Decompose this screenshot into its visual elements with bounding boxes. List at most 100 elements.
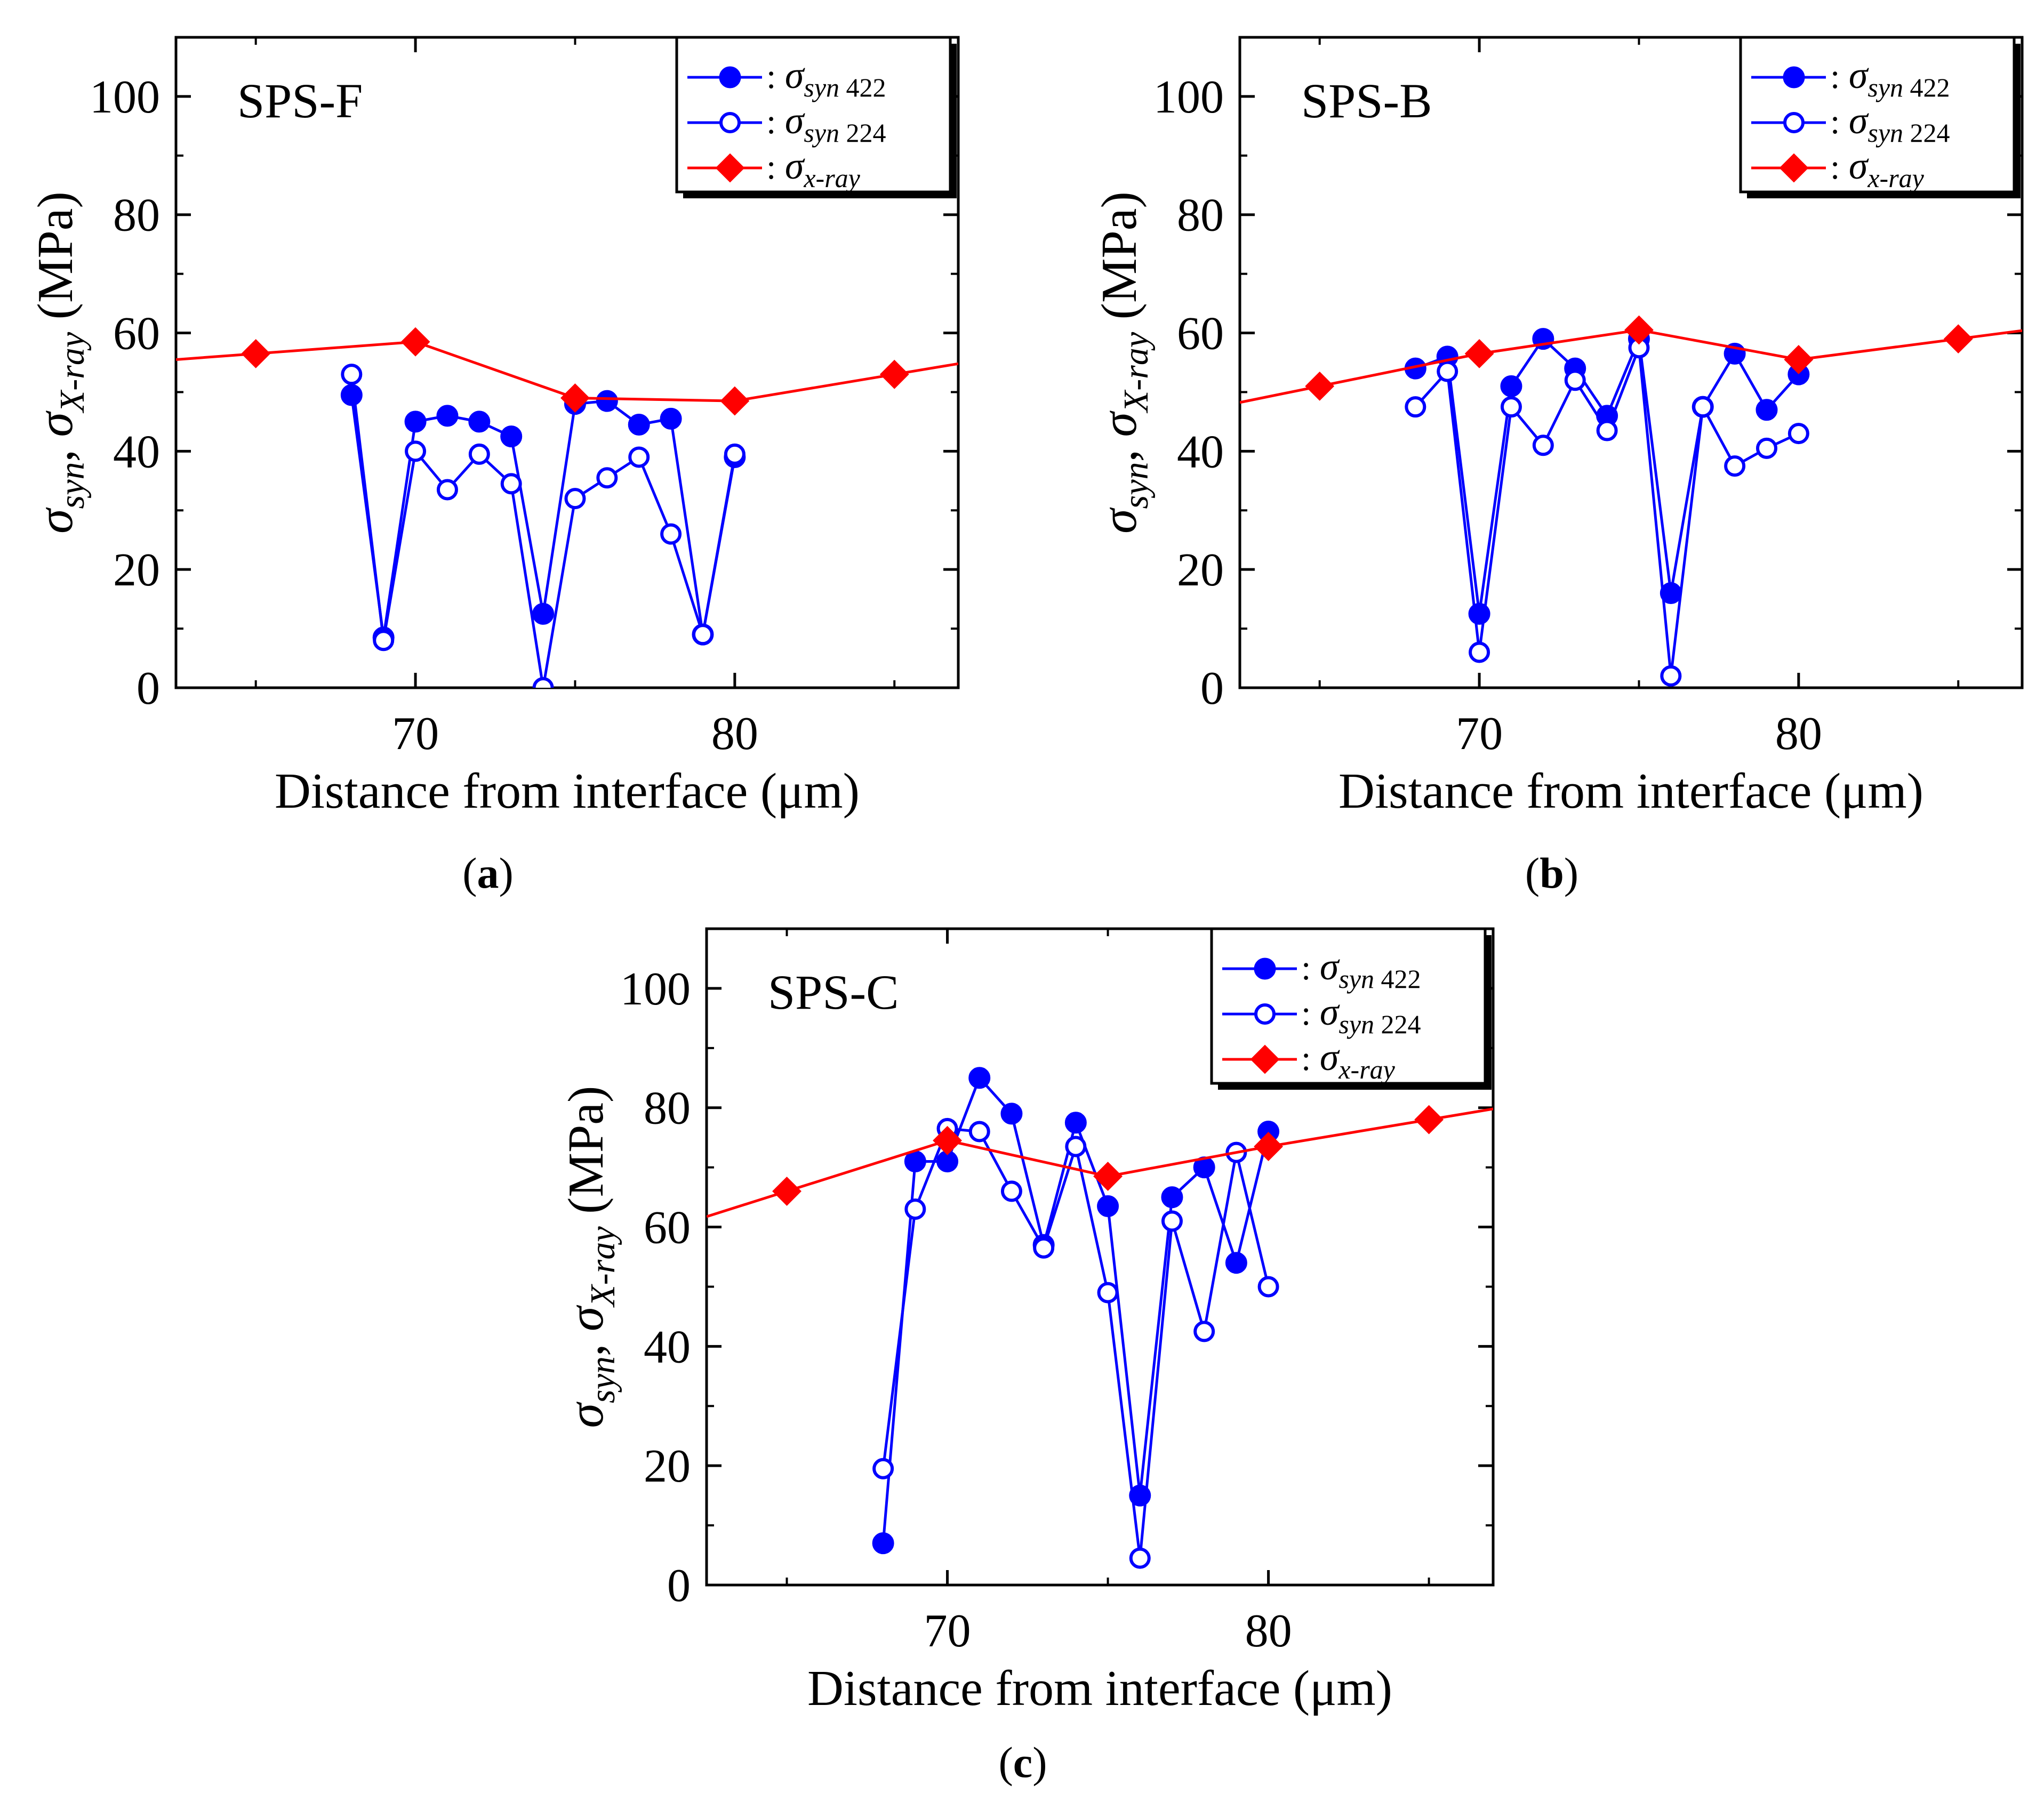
x-tick-label: 70 [392, 708, 439, 760]
data-point [340, 384, 363, 406]
series-syn422-line [350, 395, 736, 638]
data-point [1257, 1276, 1279, 1298]
data-point [1405, 396, 1426, 418]
legend: : σsyn 422: σsyn 224: σx-ray [675, 36, 957, 198]
y-tick-label: 40 [113, 426, 160, 478]
y-tick-label: 60 [113, 308, 160, 360]
data-point [1000, 1103, 1023, 1125]
legend-label: : σx-ray [1830, 144, 1925, 193]
data-point [1305, 371, 1335, 401]
data-point [436, 479, 458, 501]
plot-area [1240, 315, 2022, 687]
data-point [468, 443, 490, 465]
data-point [660, 523, 682, 545]
data-point [1943, 324, 1973, 354]
data-point [628, 446, 650, 468]
data-point [596, 390, 618, 412]
legend-label: : σsyn 224 [1301, 991, 1421, 1039]
data-point [500, 473, 522, 495]
data-point [532, 602, 555, 625]
data-point [1161, 1186, 1183, 1209]
legend-label: : σx-ray [766, 144, 861, 193]
data-point [1692, 396, 1714, 418]
panel-label: (b) [1525, 849, 1578, 897]
series-xray [707, 1105, 1493, 1218]
y-tick-label: 80 [644, 1083, 691, 1135]
data-point [1788, 423, 1809, 445]
data-point [1724, 455, 1746, 477]
data-point [872, 1458, 894, 1479]
data-point [1193, 1321, 1215, 1342]
legend-marker [1254, 1003, 1276, 1025]
y-tick-label: 20 [644, 1441, 691, 1492]
data-point [1437, 360, 1458, 382]
data-point [405, 440, 427, 462]
plot-area [707, 1067, 1493, 1569]
data-point [1097, 1195, 1119, 1217]
data-point [596, 467, 618, 489]
y-tick-label: 80 [113, 190, 160, 242]
data-point [720, 386, 750, 416]
data-point [1129, 1547, 1151, 1569]
data-point [904, 1198, 926, 1220]
legend-label: : σx-ray [1301, 1036, 1396, 1084]
y-tick-label: 60 [644, 1202, 691, 1254]
y-tick-label: 40 [644, 1321, 691, 1373]
legend-label: : σsyn 224 [766, 99, 886, 148]
data-point [1033, 1237, 1055, 1259]
data-point [564, 488, 586, 510]
data-point [724, 443, 746, 465]
data-point [468, 411, 491, 433]
y-tick-label: 20 [1177, 544, 1224, 596]
data-point [1469, 641, 1490, 663]
y-tick-label: 100 [1153, 71, 1224, 123]
data-point [1500, 396, 1522, 418]
legend-marker [715, 153, 745, 183]
plot-frame [705, 927, 1495, 1587]
y-tick-label: 0 [137, 663, 160, 714]
data-point [1097, 1282, 1119, 1304]
legend-label: : σsyn 422 [1830, 54, 1950, 102]
panel-label: (a) [462, 849, 514, 897]
legend-marker [1783, 112, 1805, 133]
data-point [628, 413, 650, 436]
x-axis-label: Distance from interface (μm) [807, 1661, 1392, 1716]
data-point [1064, 1112, 1087, 1134]
legend-marker [1779, 153, 1809, 183]
series-xray [1240, 315, 2022, 404]
panel-title: SPS-F [237, 74, 363, 128]
data-point [1161, 1210, 1183, 1232]
y-tick-label: 40 [1177, 426, 1224, 478]
x-tick-label: 80 [711, 708, 758, 760]
data-point [660, 407, 682, 430]
data-point [692, 624, 714, 646]
data-point [436, 405, 459, 427]
data-point [968, 1121, 990, 1143]
y-tick-label: 0 [667, 1560, 691, 1612]
data-point [532, 677, 554, 688]
legend: : σsyn 422: σsyn 224: σx-ray [1210, 927, 1492, 1090]
y-axis-label: σsyn, σX-ray (MPa) [558, 1086, 622, 1428]
series-xray [176, 327, 958, 416]
data-point [1756, 437, 1777, 459]
data-point [400, 327, 430, 357]
data-point [1532, 435, 1554, 456]
plot-frame [174, 36, 960, 689]
series-syn224 [872, 1117, 1279, 1569]
series-syn224-line [1414, 347, 1799, 677]
data-point [560, 383, 590, 413]
legend-marker [1250, 1044, 1280, 1074]
data-point [879, 359, 909, 389]
data-point [933, 1125, 962, 1155]
panel-title: SPS-C [768, 965, 899, 1019]
legend-marker [1783, 66, 1805, 89]
series-syn224 [1405, 337, 1809, 687]
plot-area [176, 327, 958, 688]
legend-marker [719, 112, 741, 133]
x-tick-label: 80 [1775, 708, 1822, 760]
series-syn224-line [881, 1127, 1270, 1558]
legend: : σsyn 422: σsyn 224: σx-ray [1739, 36, 2021, 198]
